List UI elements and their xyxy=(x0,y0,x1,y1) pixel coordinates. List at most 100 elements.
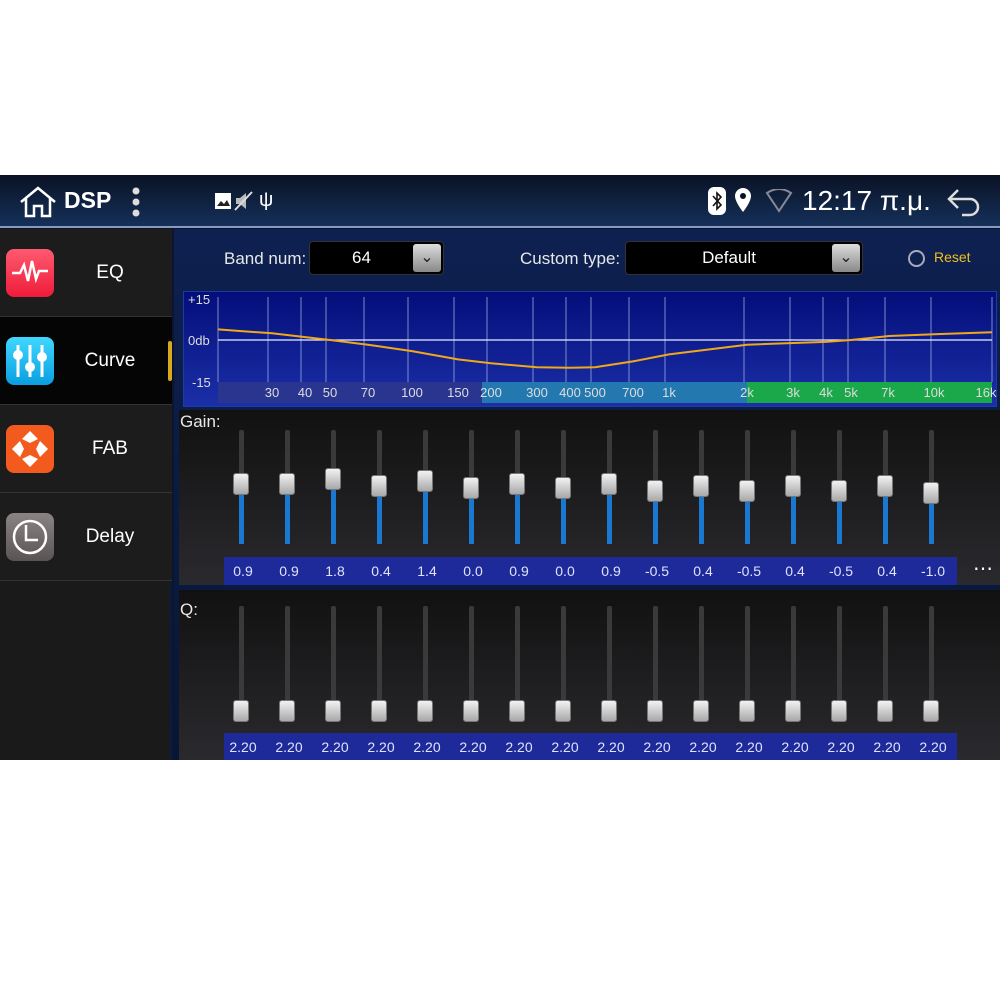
gain-value: 0.4 xyxy=(693,563,713,579)
more-vert-icon[interactable] xyxy=(131,187,141,217)
slider-track[interactable] xyxy=(699,606,704,721)
q-value: 2.20 xyxy=(643,739,671,755)
x-tick-label: 40 xyxy=(297,385,313,400)
slider-track[interactable] xyxy=(929,606,934,721)
slider-knob[interactable] xyxy=(279,472,295,495)
slider-knob[interactable] xyxy=(233,700,249,722)
slider-knob[interactable] xyxy=(647,700,663,722)
x-tick-label: 70 xyxy=(360,385,376,400)
gain-value: 0.9 xyxy=(233,563,253,579)
slider-knob[interactable] xyxy=(601,472,617,495)
slider-knob[interactable] xyxy=(831,479,847,502)
slider-knob[interactable] xyxy=(463,477,479,499)
more-bands-button[interactable]: ⋯ xyxy=(973,558,993,580)
clock-icon xyxy=(6,513,54,561)
custom-type-dropdown[interactable]: Default ⌄ xyxy=(625,241,863,275)
gain-value: -1.0 xyxy=(920,563,946,579)
slider-fill xyxy=(561,488,566,544)
x-tick-label: 16k xyxy=(975,385,997,400)
gain-value: 0.4 xyxy=(877,563,897,579)
x-tick-label: 400 xyxy=(559,385,581,400)
slider-knob[interactable] xyxy=(647,479,663,502)
gain-value-row: 0.9 0.9 1.8 0.4 1.4 0.0 0.9 0.0 0.9 -0.5 0.4 -0.5 0.… xyxy=(224,557,957,585)
slider-knob[interactable] xyxy=(325,468,341,490)
slider-knob[interactable] xyxy=(555,700,571,722)
slider-knob[interactable] xyxy=(693,475,709,497)
image-icon xyxy=(215,193,231,209)
slider-track[interactable] xyxy=(469,606,474,721)
slider-knob[interactable] xyxy=(325,700,341,722)
q-value: 2.20 xyxy=(827,739,855,755)
slider-track[interactable] xyxy=(791,606,796,721)
sliders-icon xyxy=(6,337,54,385)
slider-track[interactable] xyxy=(745,606,750,721)
q-value: 2.20 xyxy=(781,739,809,755)
x-tick-label: 500 xyxy=(584,385,606,400)
q-value: 2.20 xyxy=(597,739,625,755)
clock-time: 12:17 π.μ. xyxy=(802,185,931,216)
slider-track[interactable] xyxy=(377,606,382,721)
slider-knob[interactable] xyxy=(877,475,893,497)
reset-label[interactable]: Reset xyxy=(934,249,971,265)
slider-track[interactable] xyxy=(653,606,658,721)
slider-knob[interactable] xyxy=(279,700,295,722)
q-value: 2.20 xyxy=(505,739,533,755)
slider-fill xyxy=(883,486,888,544)
slider-fill xyxy=(285,483,290,544)
slider-track[interactable] xyxy=(883,606,888,721)
q-value-row: 2.20 2.20 2.20 2.20 2.20 2.20 2.20 2.20 2.20 2.20… xyxy=(224,733,957,760)
slider-knob[interactable] xyxy=(417,470,433,492)
slider-knob[interactable] xyxy=(463,700,479,722)
slider-knob[interactable] xyxy=(371,700,387,722)
slider-track[interactable] xyxy=(331,606,336,721)
sidebar-item-delay[interactable]: Delay xyxy=(0,493,172,581)
slider-track[interactable] xyxy=(515,606,520,721)
reset-radio[interactable] xyxy=(908,250,925,267)
slider-knob[interactable] xyxy=(371,475,387,497)
slider-knob[interactable] xyxy=(831,700,847,722)
slider-track[interactable] xyxy=(423,606,428,721)
slider-knob[interactable] xyxy=(601,700,617,722)
sidebar-item-eq[interactable]: EQ xyxy=(0,229,172,317)
back-icon[interactable] xyxy=(946,187,982,217)
x-tick-label: 5k xyxy=(844,385,858,400)
band-num-dropdown[interactable]: 64 ⌄ xyxy=(309,241,444,275)
sidebar-item-curve[interactable]: Curve xyxy=(0,317,172,405)
eq-curve-graph: +15 0db -15 30 40 50 70 100 150 200 300 400 500 70… xyxy=(183,291,997,407)
band-mid xyxy=(482,382,747,403)
slider-knob[interactable] xyxy=(923,700,939,722)
slider-knob[interactable] xyxy=(785,475,801,497)
x-tick-label: 700 xyxy=(622,385,644,400)
slider-knob[interactable] xyxy=(509,700,525,722)
chevron-down-icon[interactable]: ⌄ xyxy=(413,244,441,272)
x-tick-label: 4k xyxy=(819,385,833,400)
slider-knob[interactable] xyxy=(785,700,801,722)
usb-icon: ψ xyxy=(259,189,274,211)
slider-fill xyxy=(607,483,612,544)
slider-knob[interactable] xyxy=(877,700,893,722)
main-panel: Band num: 64 ⌄ Custom type: Default ⌄ Re… xyxy=(174,229,1000,760)
gain-label: Gain: xyxy=(180,412,221,431)
slider-knob[interactable] xyxy=(739,479,755,502)
slider-knob[interactable] xyxy=(417,700,433,722)
mute-icon xyxy=(234,191,253,211)
slider-track[interactable] xyxy=(239,606,244,721)
slider-knob[interactable] xyxy=(233,472,249,495)
sidebar-item-label: EQ xyxy=(96,262,124,283)
gain-value: 0.0 xyxy=(555,563,575,579)
slider-knob[interactable] xyxy=(923,482,939,504)
q-value: 2.20 xyxy=(367,739,395,755)
sidebar-item-fab[interactable]: FAB xyxy=(0,405,172,493)
x-tick-label: 3k xyxy=(786,385,800,400)
slider-knob[interactable] xyxy=(509,472,525,495)
home-icon[interactable] xyxy=(18,185,58,219)
slider-knob[interactable] xyxy=(555,477,571,499)
slider-track[interactable] xyxy=(285,606,290,721)
slider-track[interactable] xyxy=(561,606,566,721)
slider-knob[interactable] xyxy=(693,700,709,722)
chevron-down-icon[interactable]: ⌄ xyxy=(832,244,860,272)
slider-knob[interactable] xyxy=(739,700,755,722)
slider-track[interactable] xyxy=(607,606,612,721)
slider-track[interactable] xyxy=(837,606,842,721)
gain-value: -0.5 xyxy=(644,563,670,579)
